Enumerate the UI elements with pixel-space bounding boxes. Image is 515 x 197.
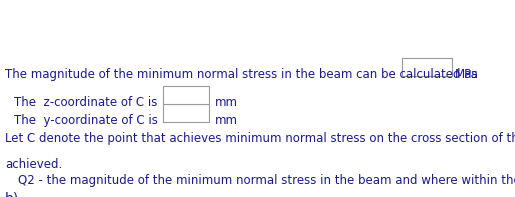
Text: mm: mm [215,114,238,127]
Text: Let C denote the point that achieves minimum normal stress on the cross section : Let C denote the point that achieves min… [5,132,515,145]
Text: b): b) [5,192,19,197]
Text: MPa: MPa [455,68,479,81]
Text: The  z-coordinate of C is: The z-coordinate of C is [14,96,158,109]
Bar [163,104,209,122]
Bar [402,58,452,76]
Text: Q2 - the magnitude of the minimum normal stress in the beam and where within the: Q2 - the magnitude of the minimum normal… [18,174,515,187]
Text: achieved.: achieved. [5,158,62,171]
Bar [163,86,209,104]
Text: The  y-coordinate of C is: The y-coordinate of C is [14,114,158,127]
Text: mm: mm [215,96,238,109]
Text: The magnitude of the minimum normal stress in the beam can be calculated as: The magnitude of the minimum normal stre… [5,68,477,81]
